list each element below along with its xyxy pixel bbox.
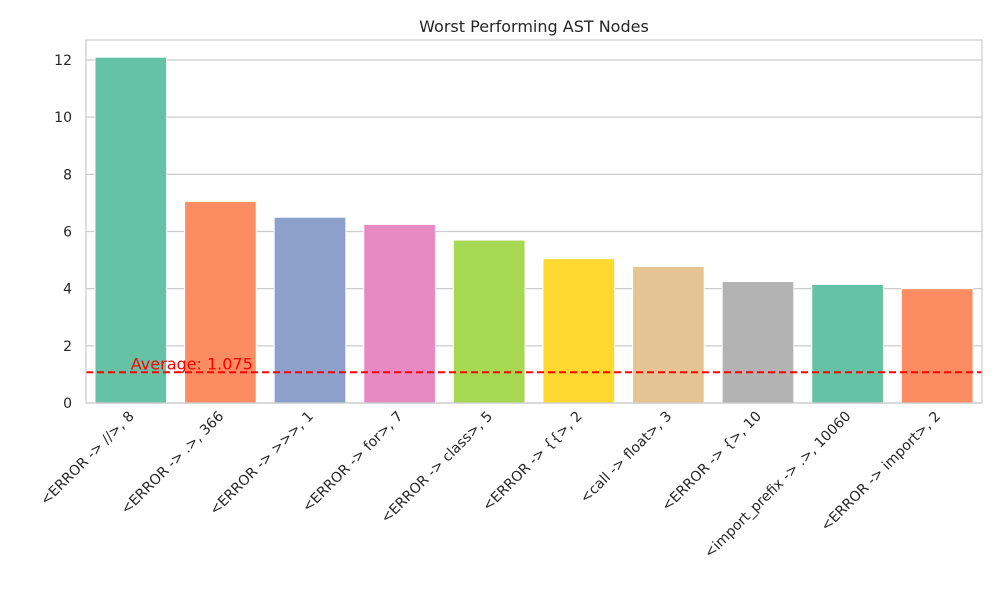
- bar: [811, 283, 884, 404]
- y-axis-ticks: 0 2 4 6 8 10 12: [54, 53, 72, 412]
- chart-title: Worst Performing AST Nodes: [419, 17, 649, 36]
- y-tick-label: 8: [63, 167, 72, 183]
- y-tick-label: 12: [54, 53, 72, 69]
- bar: [273, 216, 347, 404]
- bar: [721, 281, 795, 404]
- bars: [94, 56, 974, 404]
- x-tick-label: <ERROR -> {{>, 2: [480, 409, 586, 515]
- plot-frame: [85, 39, 983, 404]
- y-tick-label: 2: [63, 339, 72, 355]
- bar: [632, 265, 705, 404]
- average-label: Average: 1.075: [131, 354, 253, 373]
- bar: [94, 56, 168, 404]
- x-axis-ticks: <ERROR -> //>, 8<ERROR -> .>, 366 <ERROR …: [38, 408, 944, 561]
- x-tick-label: <ERROR -> //>, 8: [38, 409, 138, 509]
- y-tick-label: 6: [63, 225, 72, 241]
- bar: [900, 288, 974, 404]
- bar: [452, 239, 526, 404]
- x-tick-label: <ERROR -> .>, 366: [118, 408, 227, 517]
- x-tick-label: <ERROR -> {>, 10: [659, 409, 765, 515]
- y-tick-label: 4: [63, 282, 72, 298]
- bar: [363, 223, 436, 404]
- x-tick-label: <ERROR -> for>, 7: [299, 409, 406, 516]
- x-tick-label: <call -> float>, 3: [577, 409, 675, 507]
- average-line-group: Average: 1.075: [86, 354, 982, 374]
- y-tick-label: 0: [63, 396, 72, 412]
- bar: [542, 258, 616, 404]
- y-tick-label: 10: [54, 110, 72, 126]
- x-tick-label: <import_prefix -> .>, 10060: [701, 409, 854, 562]
